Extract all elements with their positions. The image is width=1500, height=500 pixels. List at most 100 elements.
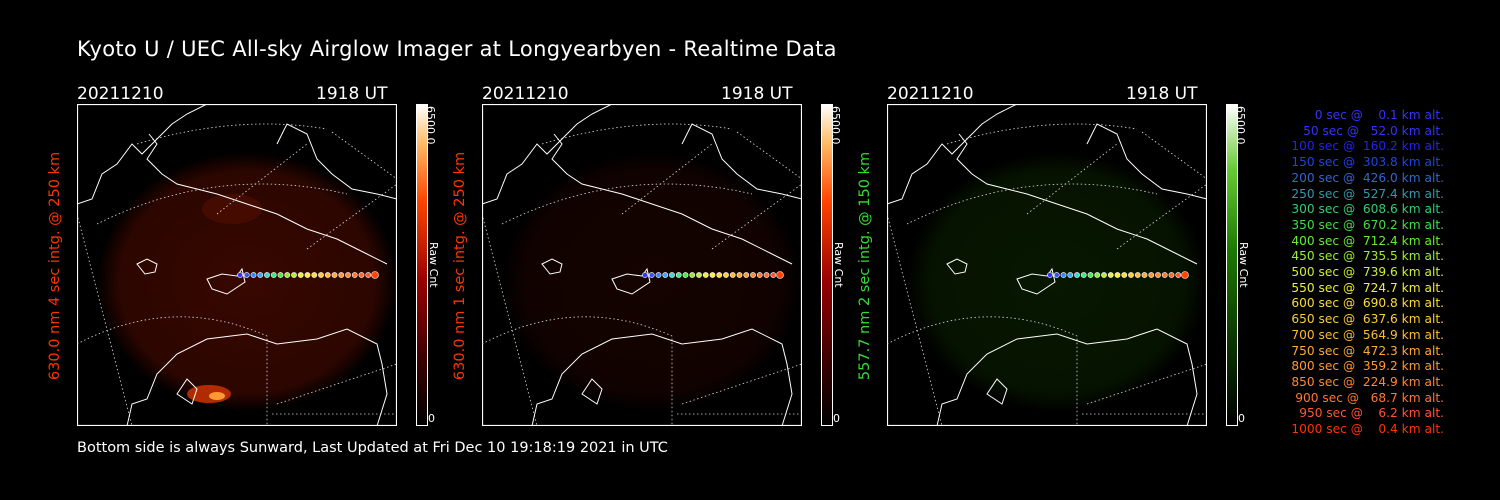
island — [986, 378, 1008, 405]
legend-row: 350 sec @ 670.2 km alt. — [1291, 217, 1444, 232]
track-point — [675, 272, 682, 278]
colorbar — [821, 104, 833, 426]
lat-circle — [501, 183, 753, 225]
track-point — [662, 272, 669, 278]
map-frame — [482, 104, 802, 426]
island — [541, 258, 563, 275]
coastline — [956, 133, 1198, 265]
track-point — [736, 272, 743, 278]
island — [1016, 267, 1056, 295]
coastline — [681, 123, 802, 200]
meridian — [77, 213, 133, 426]
island — [136, 258, 158, 275]
panel-630nm-4sec: 20211210 1918 UT 630.0 nm 4 sec intg. @ … — [47, 84, 517, 434]
coastline — [551, 133, 793, 265]
track-point — [277, 272, 284, 278]
track-point — [1161, 272, 1168, 278]
allsky-map — [482, 104, 802, 426]
footer-note: Bottom side is always Sunward, Last Upda… — [77, 440, 668, 456]
track-point — [1074, 272, 1080, 278]
track-point — [250, 272, 257, 278]
colorbar-unit: Raw Cnt — [427, 242, 440, 288]
panel-date: 20211210 — [887, 84, 974, 104]
track-point — [743, 272, 750, 278]
meridian — [1086, 363, 1207, 405]
legend-row: 700 sec @ 564.9 km alt. — [1291, 327, 1444, 342]
track-point — [1094, 272, 1101, 278]
meridian — [621, 143, 713, 215]
lat-circle — [946, 123, 1138, 145]
track-point — [237, 272, 243, 278]
island — [176, 378, 198, 405]
legend-row: 150 sec @ 303.8 km alt. — [1291, 155, 1444, 170]
page-title: Kyoto U / UEC All-sky Airglow Imager at … — [77, 37, 837, 61]
track-point — [669, 272, 675, 278]
legend-row: 950 sec @ 6.2 km alt. — [1299, 406, 1444, 421]
panel-wavelength-label: 557.7 nm 2 sec intg. @ 150 km — [857, 151, 873, 381]
track-point — [642, 272, 648, 278]
island — [946, 258, 968, 275]
airglow-field — [97, 152, 397, 412]
panel-time: 1918 UT — [316, 84, 388, 104]
track-point — [243, 272, 250, 278]
track-point — [1060, 272, 1067, 278]
legend-row: 100 sec @ 160.2 km alt. — [1291, 139, 1444, 154]
track-point — [648, 272, 655, 278]
coastline — [146, 133, 388, 265]
track-point — [1155, 272, 1161, 278]
colorbar-max: 6500.0 — [424, 106, 437, 145]
track-point — [351, 272, 358, 278]
track-point — [1168, 272, 1175, 278]
track-point — [750, 272, 756, 278]
legend-row: 200 sec @ 426.0 km alt. — [1291, 170, 1444, 185]
track-point — [696, 272, 702, 278]
panel-time: 1918 UT — [1126, 84, 1198, 104]
coastline — [936, 328, 1198, 426]
island — [611, 267, 651, 295]
meridian — [216, 143, 308, 215]
track-point — [291, 272, 297, 278]
colorbar-max: 6500.0 — [829, 106, 842, 145]
track-point — [682, 272, 689, 278]
track-point — [345, 272, 351, 278]
colorbar-min: 0 — [428, 412, 435, 425]
track-point — [716, 272, 723, 278]
lat-circle — [96, 183, 348, 225]
track-point — [770, 272, 777, 278]
colorbar-max: 6500.0 — [1234, 106, 1247, 145]
colorbar — [1226, 104, 1238, 426]
track-point — [331, 272, 338, 278]
coastline — [126, 328, 388, 426]
track-point — [729, 272, 736, 278]
meridian — [887, 213, 943, 426]
colorbar-unit: Raw Cnt — [832, 242, 845, 288]
legend-row: 650 sec @ 637.6 km alt. — [1291, 312, 1444, 327]
track-point — [311, 272, 318, 278]
panel-date: 20211210 — [482, 84, 569, 104]
track-point — [689, 272, 696, 278]
track-point — [1175, 272, 1182, 278]
track-point — [1128, 272, 1134, 278]
colorbar — [416, 104, 428, 426]
track-point — [264, 272, 270, 278]
meridian — [681, 363, 802, 405]
panel-630nm-1sec: 20211210 1918 UT 630.0 nm 1 sec intg. @ … — [452, 84, 922, 434]
track-point — [270, 272, 277, 278]
panel-wavelength-label: 630.0 nm 1 sec intg. @ 250 km — [452, 151, 468, 381]
altitude-legend: 0 sec @ 0.1 km alt. 50 sec @ 52.0 km alt.… — [1262, 108, 1444, 438]
legend-row: 850 sec @ 224.9 km alt. — [1291, 374, 1444, 389]
legend-row: 800 sec @ 359.2 km alt. — [1291, 359, 1444, 374]
track-point — [763, 272, 770, 278]
legend-row: 0 sec @ 0.1 km alt. — [1314, 108, 1444, 122]
island — [206, 267, 246, 295]
allsky-map — [77, 104, 397, 426]
meridian — [1141, 131, 1207, 180]
panel-date: 20211210 — [77, 84, 164, 104]
coastline — [1086, 123, 1207, 200]
track-point — [1047, 272, 1053, 278]
coastline — [77, 104, 208, 205]
track-point — [1080, 272, 1087, 278]
coastline — [482, 104, 613, 205]
map-frame — [77, 104, 397, 426]
panel-time: 1918 UT — [721, 84, 793, 104]
